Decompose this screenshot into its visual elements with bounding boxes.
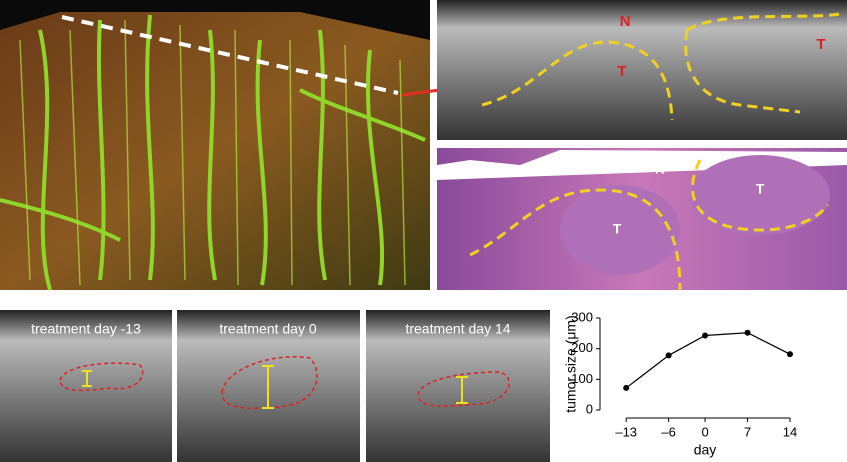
data-line: [625, 332, 791, 389]
histology-label: N: [655, 161, 665, 177]
x-tick-label: 14: [783, 424, 797, 439]
y-tick-label: 200: [571, 340, 593, 355]
histology-label: T: [613, 221, 622, 237]
histology-label: T: [756, 181, 765, 197]
x-tick-label: 7: [744, 424, 751, 439]
oct-label: N: [620, 13, 631, 30]
x-axis-label: day: [694, 442, 717, 458]
data-point: [623, 384, 630, 391]
panel-label: treatment day 0: [219, 321, 316, 337]
panel-label: treatment day -13: [31, 321, 141, 337]
data-point: [787, 351, 793, 358]
data-point: [744, 329, 751, 336]
y-tick-label: 0: [586, 401, 593, 416]
panel-label: treatment day 14: [405, 321, 510, 337]
data-point: [665, 352, 672, 359]
x-tick-label: 0: [701, 424, 708, 439]
oct-image: [437, 0, 847, 140]
vessel-image: [0, 0, 430, 291]
x-tick-label: –13: [615, 424, 637, 439]
x-tick-label: –6: [661, 424, 675, 439]
y-tick-label: 300: [571, 309, 593, 324]
histology-image: [437, 148, 847, 291]
y-tick-label: 100: [571, 371, 593, 386]
oct-label: T: [617, 63, 626, 80]
treatment-oct-images: [0, 310, 550, 462]
oct-label: T: [816, 36, 825, 53]
y-axis-label: tumor size (μm): [563, 315, 579, 413]
data-point: [702, 332, 709, 339]
